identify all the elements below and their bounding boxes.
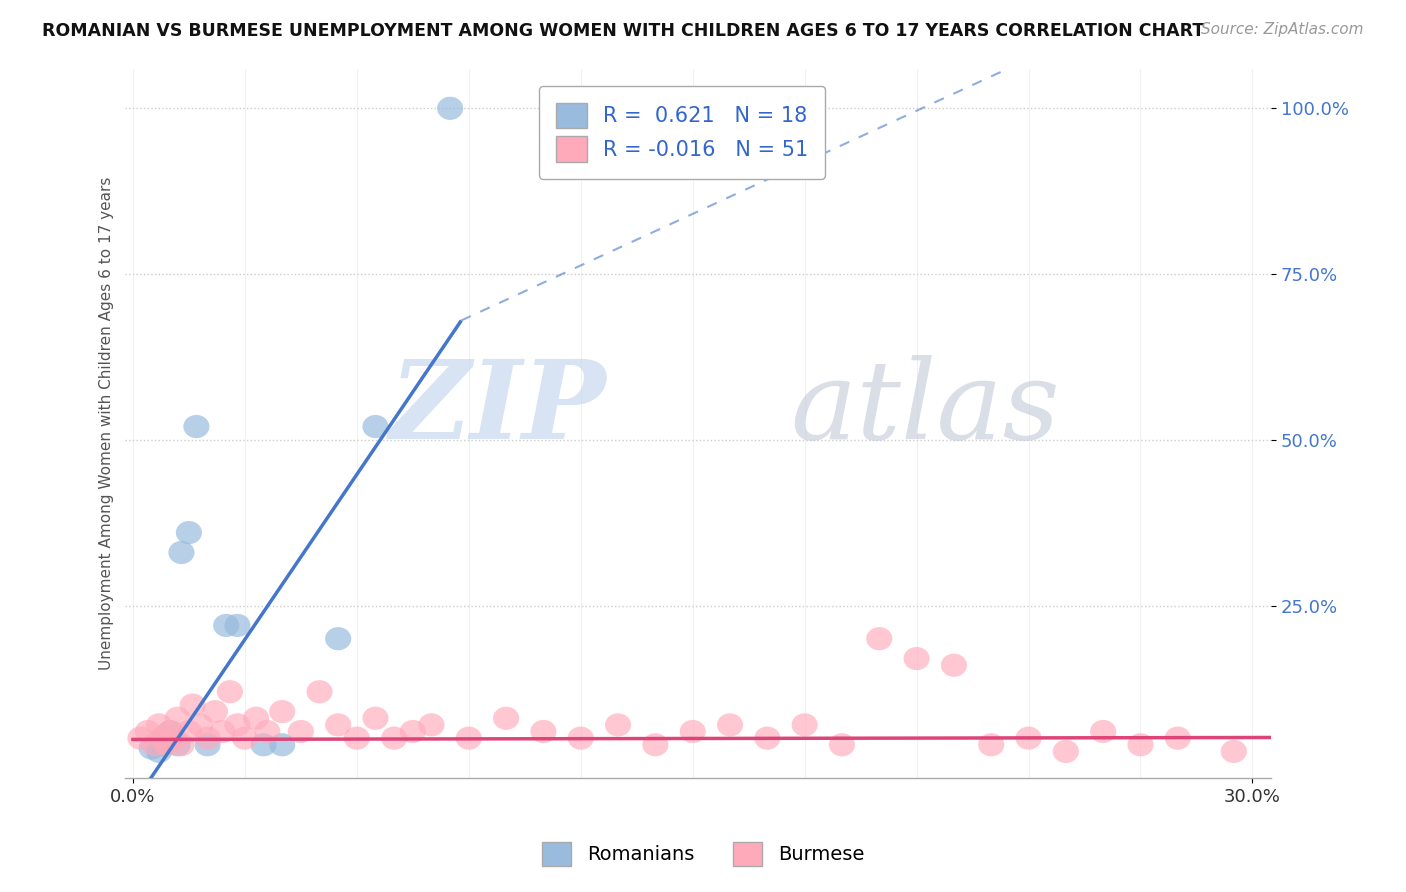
Ellipse shape [149, 733, 176, 756]
Y-axis label: Unemployment Among Women with Children Ages 6 to 17 years: Unemployment Among Women with Children A… [100, 177, 114, 670]
Ellipse shape [325, 627, 352, 650]
Ellipse shape [149, 727, 176, 750]
Ellipse shape [904, 647, 929, 670]
Ellipse shape [232, 727, 257, 750]
Ellipse shape [153, 733, 180, 756]
Ellipse shape [1090, 720, 1116, 743]
Ellipse shape [157, 720, 183, 743]
Ellipse shape [243, 706, 269, 730]
Ellipse shape [269, 733, 295, 756]
Ellipse shape [717, 714, 742, 737]
Ellipse shape [1015, 727, 1042, 750]
Ellipse shape [146, 739, 172, 763]
Ellipse shape [399, 720, 426, 743]
Legend: Romanians, Burmese: Romanians, Burmese [534, 834, 872, 873]
Legend: R =  0.621   N = 18, R = -0.016   N = 51: R = 0.621 N = 18, R = -0.016 N = 51 [538, 86, 825, 178]
Ellipse shape [494, 706, 519, 730]
Ellipse shape [187, 714, 214, 737]
Ellipse shape [1128, 733, 1153, 756]
Ellipse shape [146, 714, 172, 737]
Ellipse shape [288, 720, 314, 743]
Text: atlas: atlas [790, 355, 1060, 463]
Text: ROMANIAN VS BURMESE UNEMPLOYMENT AMONG WOMEN WITH CHILDREN AGES 6 TO 17 YEARS CO: ROMANIAN VS BURMESE UNEMPLOYMENT AMONG W… [42, 22, 1205, 40]
Ellipse shape [1053, 739, 1078, 763]
Ellipse shape [605, 714, 631, 737]
Ellipse shape [149, 727, 176, 750]
Ellipse shape [456, 727, 482, 750]
Ellipse shape [344, 727, 370, 750]
Ellipse shape [941, 654, 967, 677]
Ellipse shape [135, 720, 160, 743]
Ellipse shape [979, 733, 1004, 756]
Ellipse shape [225, 614, 250, 637]
Ellipse shape [1220, 739, 1247, 763]
Ellipse shape [160, 727, 187, 750]
Ellipse shape [792, 714, 818, 737]
Ellipse shape [128, 727, 153, 750]
Ellipse shape [568, 727, 593, 750]
Ellipse shape [250, 733, 277, 756]
Ellipse shape [165, 733, 191, 756]
Ellipse shape [139, 737, 165, 760]
Ellipse shape [217, 680, 243, 703]
Ellipse shape [225, 714, 250, 737]
Ellipse shape [269, 700, 295, 723]
Ellipse shape [363, 706, 388, 730]
Ellipse shape [209, 720, 236, 743]
Ellipse shape [157, 727, 183, 750]
Ellipse shape [194, 727, 221, 750]
Ellipse shape [214, 614, 239, 637]
Ellipse shape [165, 706, 191, 730]
Text: Source: ZipAtlas.com: Source: ZipAtlas.com [1201, 22, 1364, 37]
Ellipse shape [437, 96, 463, 120]
Ellipse shape [530, 720, 557, 743]
Ellipse shape [643, 733, 668, 756]
Ellipse shape [157, 720, 183, 743]
Text: ZIP: ZIP [389, 355, 606, 463]
Ellipse shape [830, 733, 855, 756]
Ellipse shape [254, 720, 280, 743]
Ellipse shape [679, 720, 706, 743]
Ellipse shape [183, 415, 209, 438]
Ellipse shape [307, 680, 333, 703]
Ellipse shape [754, 727, 780, 750]
Ellipse shape [866, 627, 893, 650]
Ellipse shape [180, 693, 205, 716]
Ellipse shape [325, 714, 352, 737]
Ellipse shape [169, 541, 194, 564]
Ellipse shape [142, 733, 169, 756]
Ellipse shape [202, 700, 228, 723]
Ellipse shape [176, 720, 202, 743]
Ellipse shape [1164, 727, 1191, 750]
Ellipse shape [169, 733, 194, 756]
Ellipse shape [194, 733, 221, 756]
Ellipse shape [176, 521, 202, 544]
Ellipse shape [363, 415, 388, 438]
Ellipse shape [381, 727, 408, 750]
Ellipse shape [419, 714, 444, 737]
